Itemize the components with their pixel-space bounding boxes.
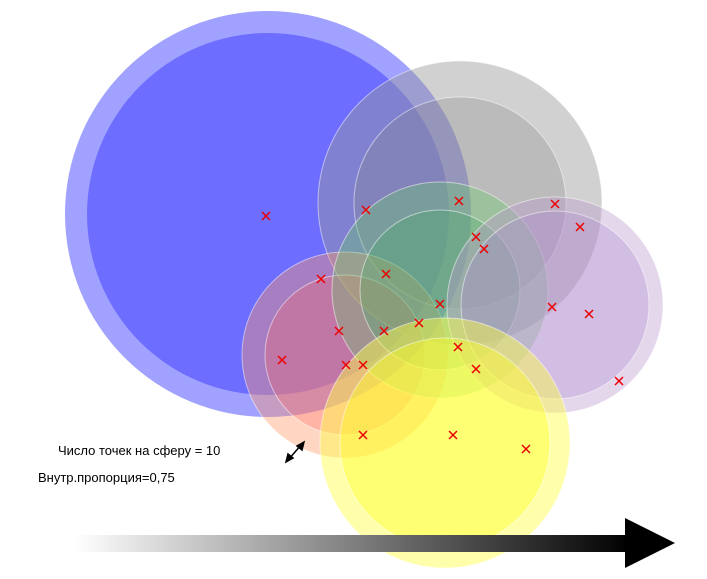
sphere-orange-inner xyxy=(264,274,426,436)
point xyxy=(575,222,585,232)
point xyxy=(316,274,326,284)
double-arrow xyxy=(284,440,306,464)
point xyxy=(381,269,391,279)
point xyxy=(448,430,458,440)
point xyxy=(435,299,445,309)
point xyxy=(471,232,481,242)
sphere-yellow-outer xyxy=(319,317,571,569)
point xyxy=(358,430,368,440)
point xyxy=(453,342,463,352)
sphere-yellow-inner xyxy=(339,337,551,549)
sphere-green-outer xyxy=(331,181,549,399)
sphere-green-inner xyxy=(359,209,521,371)
point xyxy=(521,444,531,454)
point xyxy=(361,205,371,215)
point xyxy=(479,244,489,254)
point xyxy=(414,318,424,328)
point xyxy=(261,211,271,221)
point xyxy=(334,326,344,336)
points xyxy=(261,196,624,454)
point xyxy=(547,302,557,312)
point xyxy=(379,326,389,336)
point xyxy=(614,376,624,386)
axis-arrow xyxy=(75,518,675,568)
point xyxy=(454,196,464,206)
inner-ratio-label: Внутр.пропорция=0,75 xyxy=(38,470,175,485)
points-per-sphere-label: Число точек на сферу = 10 xyxy=(58,443,220,458)
point xyxy=(550,199,560,209)
point xyxy=(358,360,368,370)
point xyxy=(341,360,351,370)
sphere-orange-outer xyxy=(241,251,449,459)
point xyxy=(584,309,594,319)
point xyxy=(471,364,481,374)
point xyxy=(277,355,287,365)
